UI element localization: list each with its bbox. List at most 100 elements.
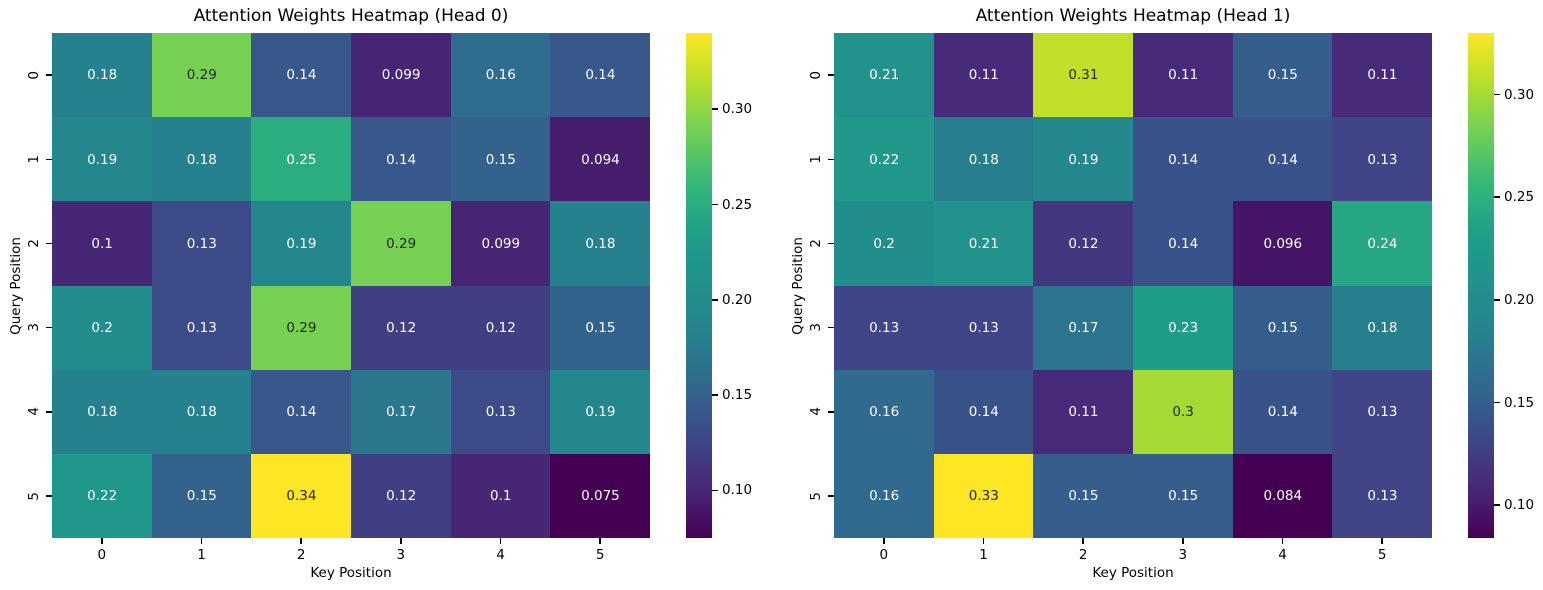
colorbar-tick-label: 0.20 (1504, 291, 1535, 308)
heatmap-cell: 0.19 (251, 201, 352, 287)
x-tick-label: 0 (879, 547, 889, 563)
heatmap-cell: 0.14 (251, 33, 352, 118)
heatmap-cell: 0.13 (1332, 453, 1432, 538)
heatmap-cell: 0.31 (1033, 33, 1134, 118)
heatmap-cell: 0.29 (351, 201, 452, 287)
heatmap-cell: 0.17 (1033, 285, 1134, 371)
x-tick-mark (300, 538, 302, 544)
heatmap-cell: 0.1 (450, 453, 551, 538)
x-tick-label: 1 (979, 547, 988, 563)
heatmap-cell: 0.3 (1133, 369, 1234, 455)
y-tick-mark (46, 242, 52, 245)
colorbar-tick-mark (712, 394, 718, 396)
heatmap-cell: 0.21 (834, 33, 935, 118)
heatmap-cell: 0.24 (1332, 201, 1432, 287)
x-tick-label: 4 (1278, 547, 1287, 563)
heatmap-cell: 0.1 (52, 201, 153, 287)
heatmap-cell: 0.21 (933, 201, 1034, 287)
heatmap-cell: 0.14 (1232, 369, 1333, 455)
heatmap-cell: 0.15 (1232, 285, 1333, 371)
x-tick-mark (1182, 538, 1184, 544)
heatmap-cell: 0.12 (450, 285, 551, 371)
heatmap-cell: 0.29 (151, 33, 252, 118)
heatmap-cell: 0.14 (251, 369, 352, 455)
heatmap-cell: 0.13 (151, 285, 252, 371)
y-axis-label-text: Query Position (790, 236, 806, 335)
x-tick-label: 5 (595, 547, 605, 563)
heatmap-grid-head-0: 0.18 0.29 0.14 0.099 0.16 0.14 0.19 0.18 0.25 0.1… (52, 33, 650, 538)
colorbar-tick-label: 0.20 (722, 291, 753, 308)
colorbar-tick-label: 0.30 (1504, 86, 1535, 103)
heatmap-cell: 0.23 (1133, 285, 1234, 371)
heatmap-cell: 0.14 (351, 117, 452, 202)
colorbar-tick-label: 0.30 (722, 101, 753, 118)
heatmap-cell: 0.13 (450, 369, 551, 455)
chart-title-head-0: Attention Weights Heatmap (Head 0) (193, 6, 509, 26)
colorbar-tick-label: 0.15 (722, 387, 753, 404)
x-tick-mark (1381, 538, 1383, 544)
heatmap-cell: 0.25 (251, 117, 352, 202)
heatmap-cell: 0.17 (351, 369, 452, 455)
x-tick-mark (982, 538, 985, 544)
heatmap-cell: 0.34 (251, 453, 352, 538)
x-tick-mark (200, 538, 203, 544)
colorbar-tick-label: 0.25 (722, 196, 753, 213)
y-tick-label-text: 5 (808, 491, 824, 501)
colorbar-tick-mark (712, 203, 718, 206)
heatmap-cell: 0.094 (550, 117, 650, 202)
heatmap-cell: 0.18 (52, 33, 153, 118)
heatmap-cell: 0.18 (151, 117, 252, 202)
y-tick-label: 4 (25, 402, 43, 422)
y-tick-label: 3 (25, 318, 43, 338)
heatmap-cell: 0.18 (52, 369, 153, 455)
heatmap-cell: 0.14 (1232, 117, 1333, 202)
heatmap-cell: 0.19 (52, 117, 153, 202)
heatmap-cell: 0.075 (550, 453, 650, 538)
y-tick-label: 3 (807, 318, 825, 338)
heatmap-cell: 0.12 (351, 453, 452, 538)
heatmap-cell: 0.12 (351, 285, 452, 371)
heatmap-cell: 0.13 (1332, 369, 1432, 455)
heatmap-cell: 0.16 (450, 33, 551, 118)
colorbar-tick-mark (1494, 299, 1500, 301)
y-tick-mark (828, 495, 834, 497)
x-tick-mark (1082, 538, 1084, 544)
heatmap-cell: 0.11 (1033, 369, 1134, 455)
x-axis-label-head-1: Key Position (1092, 565, 1174, 581)
y-tick-label-text: 2 (26, 239, 42, 248)
heatmap-cell: 0.15 (1232, 33, 1333, 118)
chart-title-head-1: Attention Weights Heatmap (Head 1) (975, 6, 1291, 26)
heatmap-cell: 0.18 (550, 201, 650, 287)
heatmap-cell: 0.22 (52, 453, 153, 538)
heatmap-cell: 0.12 (1033, 201, 1134, 287)
colorbar-tick-mark (1494, 93, 1500, 96)
colorbar-tick-mark (712, 489, 718, 492)
heatmap-cell: 0.16 (834, 369, 935, 455)
y-tick-label: 2 (25, 233, 43, 253)
heatmap-cell: 0.15 (450, 117, 551, 202)
x-tick-label: 3 (396, 547, 406, 563)
x-tick-mark (101, 538, 103, 544)
heatmap-cell: 0.22 (834, 117, 935, 202)
y-tick-label-text: 3 (808, 323, 824, 332)
y-tick-mark (828, 158, 834, 160)
colorbar-tick-mark (1494, 504, 1500, 506)
heatmap-cell: 0.11 (933, 33, 1034, 118)
heatmap-grid-head-1: 0.21 0.11 0.31 0.11 0.15 0.11 0.22 0.18 0.19 0.14… (834, 33, 1432, 538)
y-tick-label: 1 (25, 149, 43, 169)
heatmap-cell: 0.14 (933, 369, 1034, 455)
heatmap-cell: 0.15 (550, 285, 650, 371)
y-axis-label-head-1: Query Position (788, 33, 808, 538)
heatmap-cell: 0.11 (1332, 33, 1432, 118)
y-tick-label: 2 (807, 233, 825, 253)
y-tick-label: 5 (807, 486, 825, 506)
y-tick-label: 1 (807, 149, 825, 169)
heatmap-cell: 0.33 (933, 453, 1034, 538)
y-tick-mark (46, 495, 52, 497)
colorbar-tick-label: 0.15 (1504, 394, 1535, 411)
colorbar-tick-label: 0.10 (1504, 497, 1535, 514)
y-tick-label: 5 (25, 486, 43, 506)
y-tick-label-text: 0 (26, 70, 42, 80)
heatmap-cell: 0.2 (834, 201, 935, 287)
heatmap-cell: 0.14 (1133, 117, 1234, 202)
